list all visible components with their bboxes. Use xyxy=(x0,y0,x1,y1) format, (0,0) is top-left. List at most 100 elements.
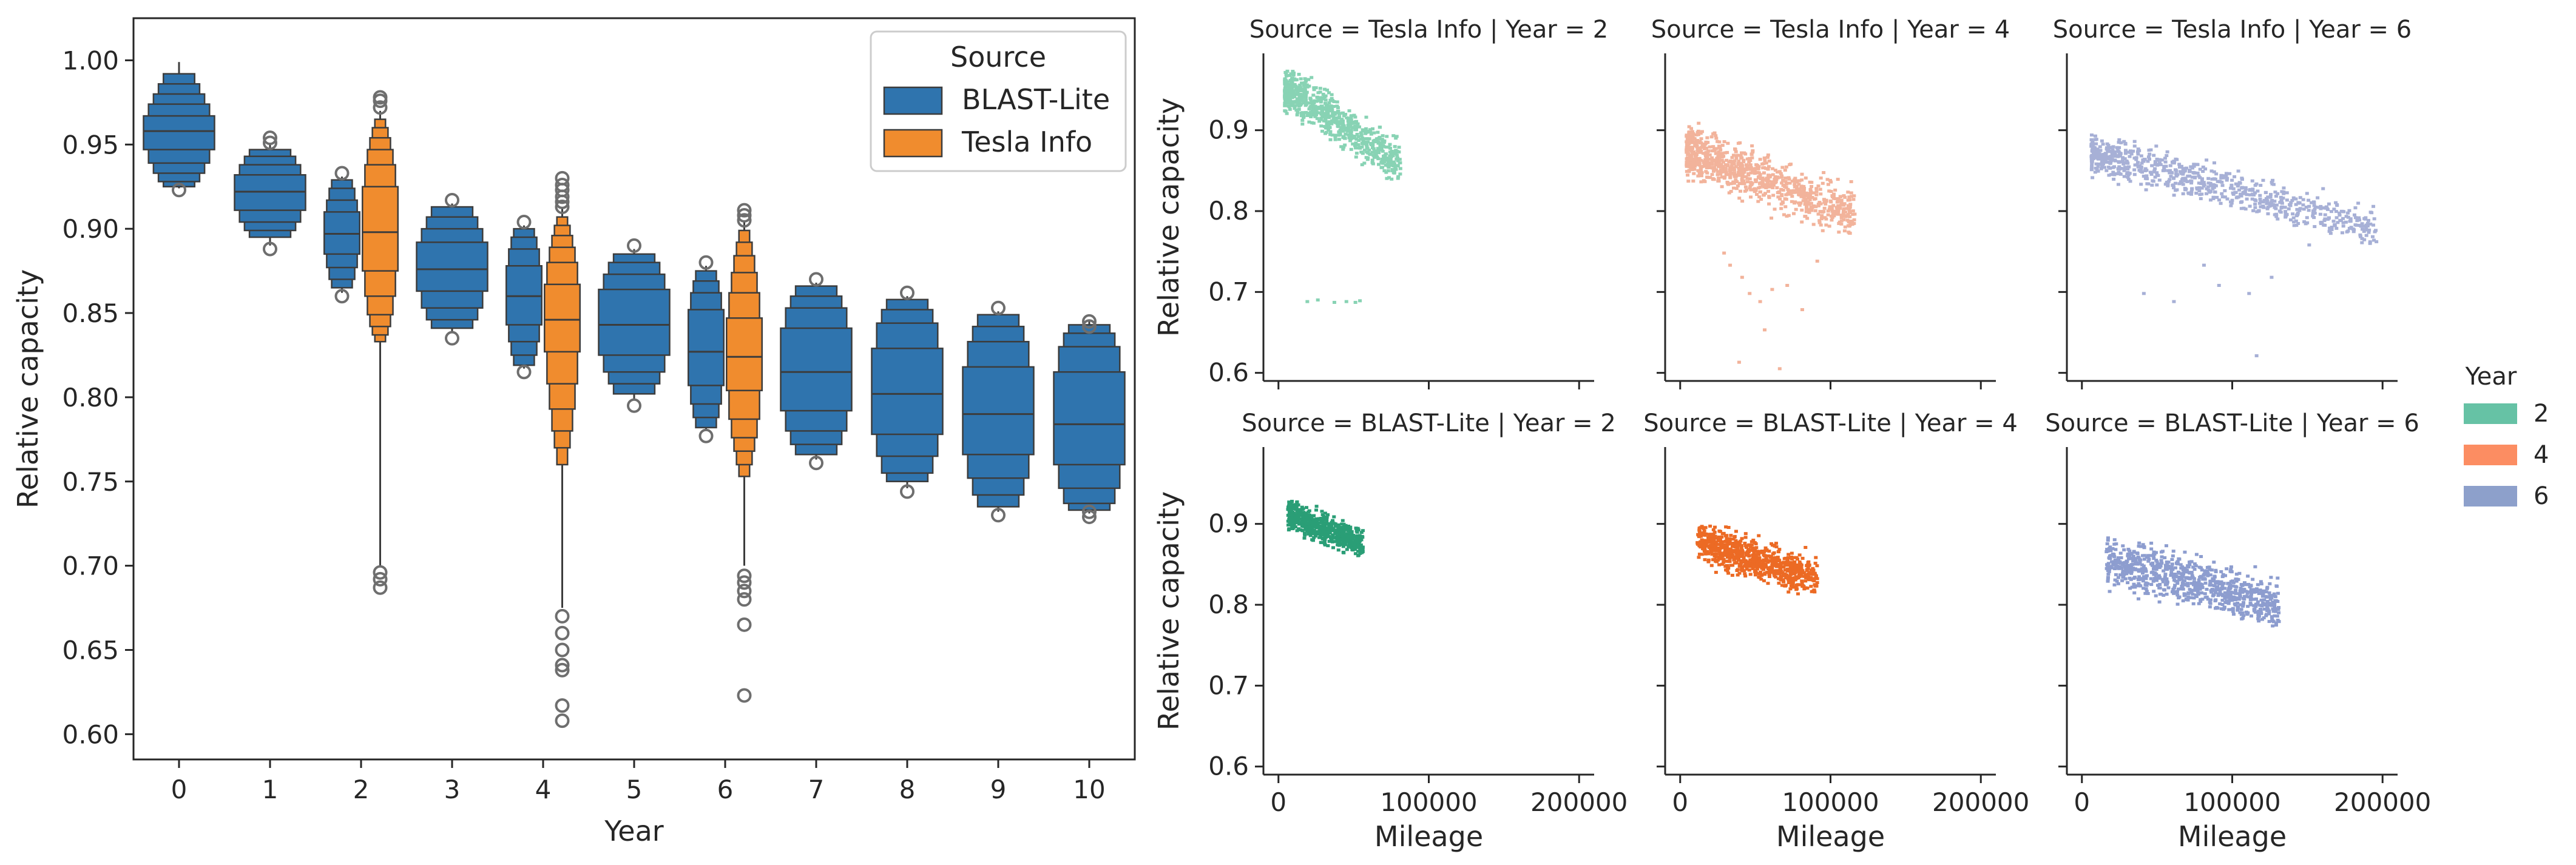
data-point xyxy=(2174,575,2179,579)
data-point xyxy=(1356,122,1360,126)
data-point xyxy=(2239,207,2243,210)
data-point xyxy=(1351,135,1356,138)
data-point xyxy=(1811,223,1816,226)
data-point xyxy=(1815,260,1819,263)
data-point xyxy=(2206,571,2210,575)
data-point xyxy=(2223,587,2227,590)
data-point xyxy=(2113,567,2117,571)
data-point xyxy=(1349,135,1353,139)
data-point xyxy=(1699,173,1703,177)
data-point xyxy=(2263,602,2268,605)
data-point xyxy=(1734,548,1739,552)
data-point xyxy=(1717,179,1721,183)
data-point xyxy=(1378,136,1382,140)
data-point xyxy=(1685,157,1689,161)
data-point xyxy=(2206,185,2210,189)
data-point xyxy=(2229,568,2233,571)
data-point xyxy=(2126,554,2130,557)
data-point xyxy=(1697,161,1702,165)
data-point xyxy=(1340,537,1344,541)
data-point xyxy=(1723,166,1728,170)
data-point xyxy=(1319,124,1323,128)
data-point xyxy=(1692,172,1696,175)
data-point xyxy=(1794,207,1798,211)
data-point xyxy=(2358,233,2362,237)
data-point xyxy=(2213,190,2217,194)
data-point xyxy=(1739,554,1743,558)
data-point xyxy=(2228,585,2233,589)
data-point xyxy=(1811,577,1815,581)
data-point xyxy=(2362,224,2366,228)
data-point xyxy=(1789,576,1793,580)
data-point xyxy=(1807,210,1811,214)
data-point xyxy=(1776,556,1780,559)
data-point xyxy=(1772,572,1776,576)
data-point xyxy=(1293,82,1297,86)
data-point xyxy=(1724,539,1728,543)
data-point xyxy=(1698,149,1702,153)
data-point xyxy=(2221,176,2225,180)
data-point xyxy=(1801,195,1805,199)
data-point xyxy=(1396,159,1400,163)
data-point xyxy=(1302,89,1307,92)
data-point xyxy=(1842,207,1846,210)
data-point xyxy=(1764,167,1768,170)
data-point xyxy=(1763,178,1768,181)
data-point xyxy=(2117,160,2121,164)
data-point xyxy=(1316,298,1320,301)
data-point xyxy=(1342,135,1346,138)
x-tick-label: 100000 xyxy=(1380,787,1477,817)
data-point xyxy=(2313,225,2317,229)
data-point xyxy=(1740,275,1744,279)
data-point xyxy=(1298,513,1302,517)
data-point xyxy=(2320,220,2324,224)
data-point xyxy=(1287,527,1291,531)
data-point xyxy=(2126,548,2131,551)
data-point xyxy=(1751,546,1755,550)
data-point xyxy=(1751,560,1756,564)
data-point xyxy=(2100,160,2104,163)
data-point xyxy=(1799,567,1804,570)
data-point xyxy=(1842,194,1846,198)
data-point xyxy=(1310,527,1314,531)
data-point xyxy=(1774,545,1779,548)
data-point xyxy=(2139,183,2143,186)
data-point xyxy=(2200,177,2204,181)
data-point xyxy=(2351,227,2355,231)
data-point xyxy=(2172,176,2176,180)
data-point xyxy=(1375,137,1379,141)
data-point xyxy=(2257,609,2261,613)
data-point xyxy=(2279,199,2284,203)
data-point xyxy=(2172,590,2176,594)
data-point xyxy=(1326,534,1330,537)
data-point xyxy=(1795,190,1799,194)
data-point xyxy=(2246,582,2251,586)
data-point xyxy=(1766,570,1770,574)
outlier-point xyxy=(555,177,570,192)
data-point xyxy=(1800,178,1804,182)
data-point xyxy=(1384,163,1388,167)
data-point xyxy=(1342,526,1347,530)
data-point xyxy=(1775,186,1779,189)
data-point xyxy=(1805,563,1810,567)
data-point xyxy=(1346,129,1350,133)
data-point xyxy=(2134,557,2138,560)
data-point xyxy=(1756,551,1760,554)
data-point xyxy=(2238,589,2242,593)
data-point xyxy=(1695,139,1700,143)
data-point xyxy=(2193,586,2197,590)
data-point xyxy=(1691,161,1695,165)
data-point xyxy=(2239,608,2243,611)
data-point xyxy=(2192,164,2196,168)
data-point xyxy=(2116,183,2120,186)
data-point xyxy=(1719,163,1723,167)
data-point xyxy=(2305,192,2309,195)
data-point xyxy=(1336,548,1340,552)
data-point xyxy=(1773,175,1777,178)
data-point xyxy=(2263,191,2268,195)
data-point xyxy=(2231,584,2235,588)
data-point xyxy=(1690,130,1694,133)
data-point xyxy=(1842,229,1847,233)
data-point xyxy=(1708,145,1712,149)
data-point xyxy=(1310,516,1314,520)
